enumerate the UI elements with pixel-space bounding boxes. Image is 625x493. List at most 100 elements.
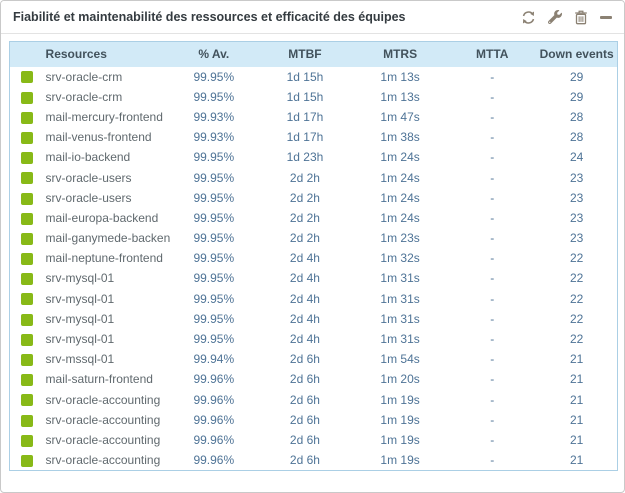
status-ok-icon <box>21 212 34 225</box>
mtrs-column-header[interactable]: MTRS <box>352 41 449 67</box>
status-ok-icon <box>21 273 34 286</box>
resource-name-cell: srv-mysql-01 <box>45 332 115 347</box>
mtbf-cell: 2d 6h <box>289 352 320 367</box>
table-row: mail-europa-backend 99.95% 2d 2h 1m 24s … <box>10 208 618 228</box>
mtbf-cell: 1d 15h <box>286 89 324 104</box>
availability-cell: 99.95% <box>193 251 235 266</box>
mtta-cell: - <box>490 432 495 447</box>
mtta-cell: - <box>490 210 495 225</box>
mtta-cell: - <box>490 352 495 367</box>
mtta-cell: - <box>490 190 495 205</box>
mtta-cell: - <box>490 251 495 266</box>
table-row: srv-oracle-accounting 99.96% 2d 6h 1m 19… <box>10 450 618 470</box>
table-row: mail-venus-frontend 99.93% 1d 17h 1m 38s… <box>10 127 618 147</box>
availability-cell: 99.93% <box>193 130 235 145</box>
status-ok-icon <box>21 333 34 346</box>
down-events-cell: 21 <box>569 392 584 407</box>
status-ok-icon <box>21 91 34 104</box>
table-row: srv-mysql-01 99.95% 2d 4h 1m 31s - 22 <box>10 329 618 349</box>
configure-button[interactable] <box>546 8 564 26</box>
widget-body: Resources % Av. MTBF MTRS MTTA Down even… <box>1 34 624 471</box>
status-cell <box>10 107 38 127</box>
mtrs-cell: 1m 13s <box>380 69 420 84</box>
mtbf-cell: 1d 15h <box>286 69 324 84</box>
table-row: srv-oracle-crm 99.95% 1d 15h 1m 13s - 29 <box>10 87 618 107</box>
down-events-cell: 21 <box>569 452 584 467</box>
down-events-cell: 22 <box>569 291 584 306</box>
mtrs-cell: 1m 31s <box>380 332 420 347</box>
resource-name-cell: srv-oracle-accounting <box>45 412 161 427</box>
down-events-column-header[interactable]: Down events <box>536 41 618 67</box>
resource-name-cell: mail-mercury-frontend <box>45 109 163 124</box>
minus-icon <box>600 15 612 19</box>
availability-cell: 99.96% <box>193 412 235 427</box>
mtta-column-header[interactable]: MTTA <box>448 41 537 67</box>
collapse-button[interactable] <box>598 14 614 21</box>
availability-column-header[interactable]: % Av. <box>169 41 258 67</box>
down-events-cell: 29 <box>569 89 584 104</box>
mtbf-cell: 1d 17h <box>286 130 324 145</box>
mtbf-cell: 2d 2h <box>289 231 320 246</box>
availability-cell: 99.95% <box>193 291 235 306</box>
status-ok-icon <box>21 111 34 124</box>
mtbf-cell: 2d 6h <box>289 392 320 407</box>
status-ok-icon <box>21 313 34 326</box>
status-ok-icon <box>21 434 34 447</box>
mtta-cell: - <box>490 89 495 104</box>
widget-header: Fiabilité et maintenabilité des ressourc… <box>1 1 624 34</box>
status-cell <box>10 147 38 167</box>
resource-name-cell: srv-oracle-crm <box>45 89 123 104</box>
mtbf-cell: 2d 6h <box>289 432 320 447</box>
status-cell <box>10 329 38 349</box>
down-events-cell: 28 <box>569 130 584 145</box>
down-events-cell: 22 <box>569 311 584 326</box>
resource-name-cell: srv-mysql-01 <box>45 271 115 286</box>
mtta-cell: - <box>490 130 495 145</box>
status-cell <box>10 390 38 410</box>
resource-name-cell: mail-europa-backend <box>45 210 159 225</box>
resource-name-cell: srv-oracle-crm <box>45 69 123 84</box>
mtta-cell: - <box>490 231 495 246</box>
down-events-cell: 23 <box>569 210 584 225</box>
status-ok-icon <box>21 253 34 266</box>
mtta-cell: - <box>490 69 495 84</box>
availability-cell: 99.95% <box>193 150 235 165</box>
down-events-cell: 21 <box>569 352 584 367</box>
mtbf-cell: 2d 2h <box>289 210 320 225</box>
down-events-cell: 29 <box>569 69 584 84</box>
status-cell <box>10 289 38 309</box>
resource-name-cell: srv-oracle-accounting <box>45 452 161 467</box>
table-row: srv-mssql-01 99.94% 2d 6h 1m 54s - 21 <box>10 349 618 369</box>
mtta-cell: - <box>490 170 495 185</box>
mtrs-cell: 1m 19s <box>380 452 420 467</box>
table-header-row: Resources % Av. MTBF MTRS MTTA Down even… <box>9 41 618 67</box>
status-cell <box>10 87 38 107</box>
resource-name-cell: mail-neptune-frontend <box>45 251 163 266</box>
status-cell <box>10 188 38 208</box>
mtbf-cell: 2d 4h <box>289 332 320 347</box>
mtta-cell: - <box>490 412 495 427</box>
trash-icon <box>575 10 587 24</box>
table-row: mail-saturn-frontend 99.96% 2d 6h 1m 20s… <box>10 369 618 389</box>
status-cell <box>10 309 38 329</box>
mtrs-cell: 1m 32s <box>380 251 420 266</box>
resources-column-header[interactable]: Resources <box>37 41 170 67</box>
table-row: mail-io-backend 99.95% 1d 23h 1m 24s - 2… <box>10 147 618 167</box>
down-events-cell: 22 <box>569 271 584 286</box>
status-cell <box>10 369 38 389</box>
refresh-button[interactable] <box>519 8 538 27</box>
status-ok-icon <box>21 232 34 245</box>
down-events-cell: 23 <box>569 170 584 185</box>
mtbf-column-header[interactable]: MTBF <box>257 41 353 67</box>
availability-cell: 99.95% <box>193 190 235 205</box>
mtta-cell: - <box>490 311 495 326</box>
mtbf-cell: 2d 4h <box>289 251 320 266</box>
table-row: srv-oracle-accounting 99.96% 2d 6h 1m 19… <box>10 410 618 430</box>
mtbf-cell: 2d 4h <box>289 311 320 326</box>
widget-toolbar <box>519 8 614 27</box>
resource-name-cell: srv-mysql-01 <box>45 291 115 306</box>
mtbf-cell: 2d 4h <box>289 291 320 306</box>
table-row: srv-oracle-users 99.95% 2d 2h 1m 24s - 2… <box>10 188 618 208</box>
resource-name-cell: srv-oracle-accounting <box>45 392 161 407</box>
delete-button[interactable] <box>572 8 590 27</box>
